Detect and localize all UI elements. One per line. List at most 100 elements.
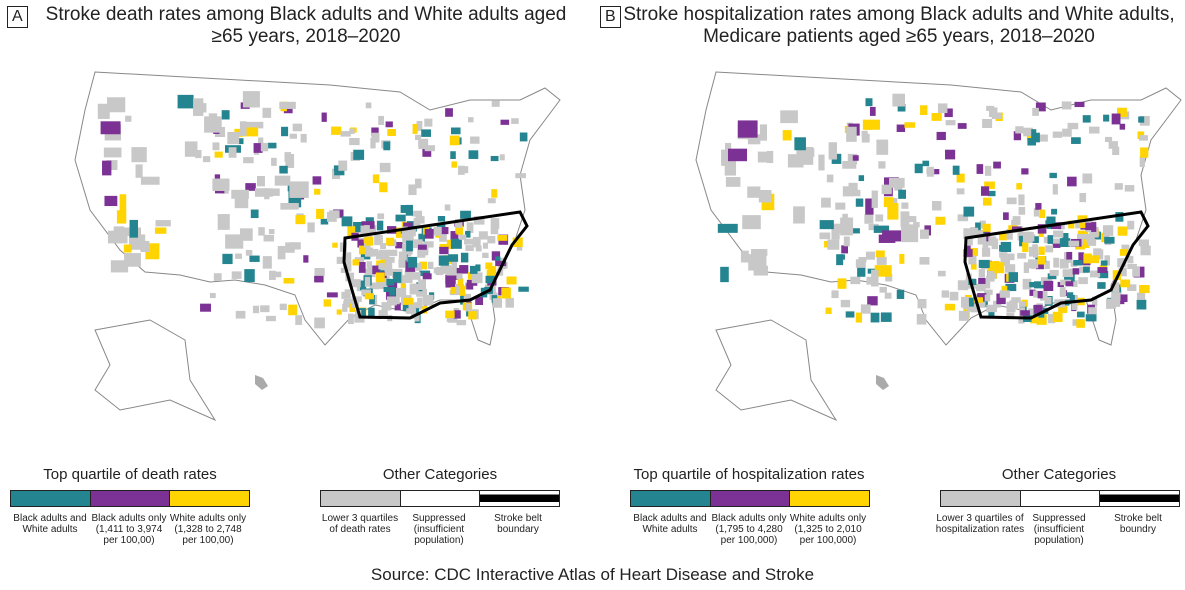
- county: [369, 294, 375, 305]
- county: [920, 105, 928, 116]
- county: [512, 237, 523, 248]
- us-county-map: [695, 71, 1182, 422]
- county: [266, 315, 276, 322]
- county: [107, 97, 126, 113]
- county: [980, 186, 990, 196]
- county: [487, 198, 496, 204]
- county: [505, 297, 514, 308]
- county: [994, 262, 1005, 274]
- county: [1029, 289, 1036, 296]
- county: [379, 182, 388, 193]
- county: [1067, 176, 1077, 187]
- county: [250, 209, 259, 219]
- county: [369, 282, 379, 290]
- county: [467, 271, 475, 280]
- county: [945, 149, 956, 160]
- county: [919, 256, 930, 265]
- county: [876, 256, 887, 265]
- county: [383, 141, 391, 151]
- county: [1124, 185, 1135, 192]
- county: [405, 274, 413, 283]
- county: [1035, 203, 1042, 210]
- county: [279, 165, 288, 174]
- county: [289, 133, 297, 139]
- county: [862, 119, 881, 130]
- county: [365, 221, 375, 229]
- county: [1112, 282, 1120, 293]
- county: [977, 293, 987, 301]
- county: [742, 215, 761, 230]
- county: [1029, 281, 1036, 288]
- county: [292, 123, 303, 132]
- county: [821, 197, 831, 208]
- county: [864, 214, 874, 224]
- county: [753, 265, 768, 276]
- county: [200, 103, 207, 113]
- county: [798, 148, 815, 157]
- county: [377, 213, 385, 220]
- county: [1082, 115, 1091, 123]
- county: [456, 319, 467, 326]
- county: [415, 216, 425, 224]
- county: [1119, 249, 1129, 256]
- county: [495, 256, 501, 263]
- county: [227, 131, 240, 145]
- county: [984, 289, 993, 295]
- county: [387, 129, 396, 137]
- legend-caption: Black adults only (1,411 to 3,974 per 10…: [91, 513, 167, 546]
- county: [889, 177, 905, 188]
- county: [828, 142, 837, 160]
- county: [922, 160, 930, 167]
- swatch-belt: [480, 491, 560, 506]
- county: [1053, 257, 1060, 268]
- county: [945, 120, 956, 126]
- county: [937, 270, 946, 277]
- county: [758, 189, 772, 203]
- county: [395, 242, 404, 249]
- county: [1127, 263, 1137, 269]
- county: [999, 252, 1008, 258]
- county: [155, 220, 171, 227]
- county: [436, 223, 446, 229]
- county: [875, 214, 884, 222]
- county: [1011, 219, 1017, 227]
- county: [896, 289, 905, 299]
- county: [871, 269, 879, 287]
- swatch-black-only: [90, 491, 171, 506]
- county: [268, 229, 275, 235]
- county: [1049, 172, 1057, 179]
- county: [351, 296, 362, 303]
- county: [204, 116, 222, 133]
- county: [1035, 102, 1046, 112]
- county: [458, 166, 469, 174]
- county: [865, 251, 875, 260]
- legend-other-title: Other Categories: [382, 466, 498, 483]
- county: [1104, 236, 1115, 244]
- county: [415, 262, 423, 271]
- county: [1059, 290, 1067, 296]
- county: [1027, 138, 1036, 146]
- county: [427, 261, 434, 269]
- county: [384, 260, 393, 269]
- county: [881, 184, 892, 195]
- county: [1089, 226, 1099, 238]
- county: [1127, 220, 1135, 230]
- county: [1076, 319, 1085, 328]
- county: [846, 126, 857, 142]
- county: [1022, 278, 1032, 290]
- county: [1083, 266, 1090, 273]
- county: [501, 287, 511, 299]
- county: [239, 121, 247, 136]
- county: [274, 175, 291, 186]
- county: [106, 160, 118, 171]
- county: [104, 195, 118, 207]
- county: [1006, 312, 1015, 320]
- county: [1085, 222, 1093, 231]
- county: [271, 271, 282, 278]
- county: [1037, 256, 1046, 265]
- county: [904, 122, 916, 128]
- county: [930, 169, 940, 175]
- county: [1006, 228, 1013, 240]
- county: [1049, 269, 1059, 276]
- county: [1028, 246, 1039, 257]
